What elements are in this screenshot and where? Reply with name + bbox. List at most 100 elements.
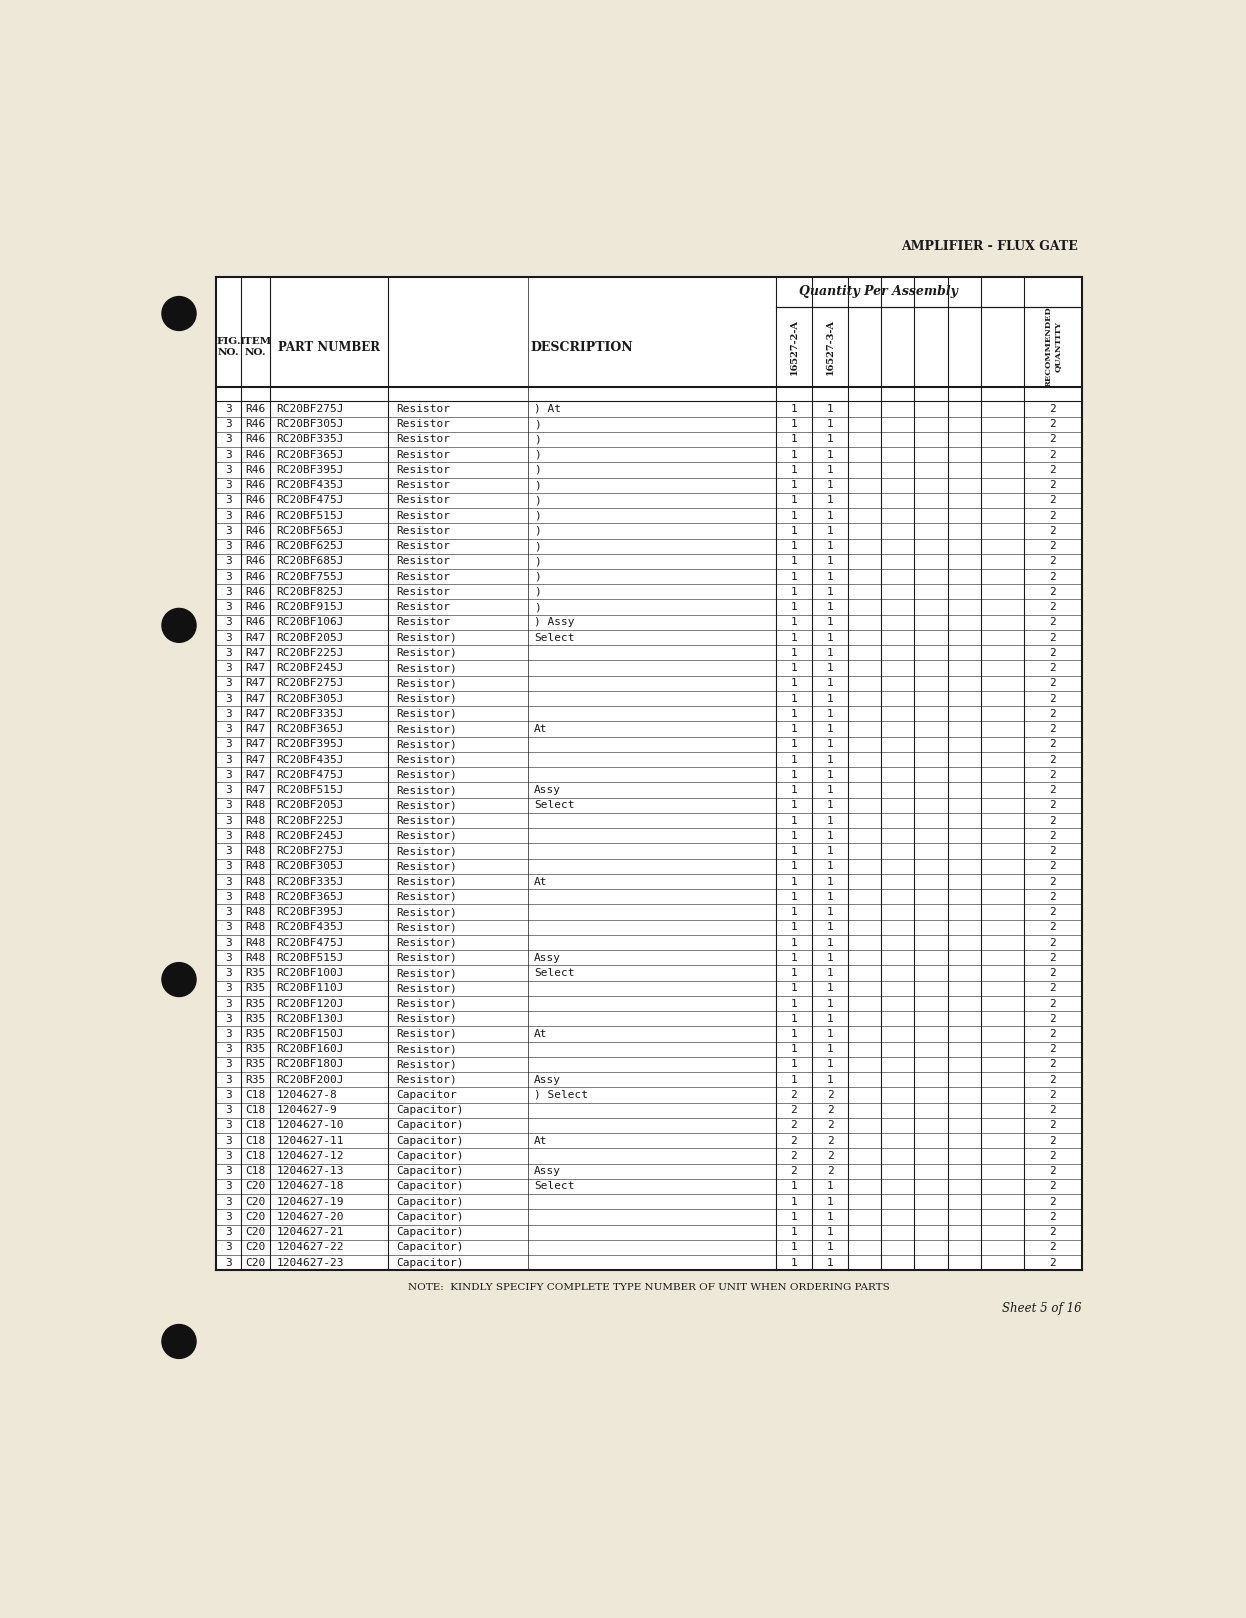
Text: 1: 1 — [826, 892, 834, 901]
Text: 3: 3 — [226, 984, 232, 993]
Text: 2: 2 — [1049, 419, 1057, 429]
Text: RC20BF395J: RC20BF395J — [277, 464, 344, 476]
Text: 3: 3 — [226, 908, 232, 917]
Text: RC20BF365J: RC20BF365J — [277, 450, 344, 460]
Text: 1: 1 — [791, 1029, 797, 1039]
Text: 2: 2 — [1049, 830, 1057, 841]
Text: 2: 2 — [1049, 602, 1057, 612]
Text: 1: 1 — [791, 1014, 797, 1024]
Text: 1: 1 — [826, 481, 834, 490]
Text: 1: 1 — [791, 892, 797, 901]
Text: 2: 2 — [1049, 1226, 1057, 1238]
Text: 2: 2 — [1049, 1121, 1057, 1131]
Text: RC20BF200J: RC20BF200J — [277, 1074, 344, 1084]
Text: Resistor): Resistor) — [396, 801, 457, 811]
Text: 3: 3 — [226, 1136, 232, 1146]
Text: 1: 1 — [791, 647, 797, 659]
Text: 2: 2 — [826, 1091, 834, 1100]
Text: 2: 2 — [1049, 587, 1057, 597]
Text: R47: R47 — [245, 633, 265, 642]
Text: 1204627-20: 1204627-20 — [277, 1212, 344, 1222]
Text: Resistor): Resistor) — [396, 1029, 457, 1039]
Text: 1: 1 — [826, 754, 834, 765]
Text: ): ) — [535, 419, 541, 429]
Text: 1204627-18: 1204627-18 — [277, 1181, 344, 1191]
Text: R46: R46 — [245, 540, 265, 552]
Text: 3: 3 — [226, 1150, 232, 1162]
Text: 1: 1 — [791, 434, 797, 445]
Text: 3: 3 — [226, 678, 232, 688]
Text: Resistor): Resistor) — [396, 754, 457, 765]
Text: R47: R47 — [245, 678, 265, 688]
Text: 3: 3 — [226, 1212, 232, 1222]
Text: 2: 2 — [1049, 877, 1057, 887]
Text: RC20BF130J: RC20BF130J — [277, 1014, 344, 1024]
Text: 1: 1 — [791, 754, 797, 765]
Text: 3: 3 — [226, 1105, 232, 1115]
Text: RC20BF515J: RC20BF515J — [277, 953, 344, 963]
Text: R48: R48 — [245, 892, 265, 901]
Text: Resistor): Resistor) — [396, 725, 457, 735]
Text: 3: 3 — [226, 877, 232, 887]
Text: 2: 2 — [1049, 1257, 1057, 1267]
Text: 2: 2 — [1049, 464, 1057, 476]
Text: 3: 3 — [226, 1074, 232, 1084]
Text: 2: 2 — [1049, 937, 1057, 948]
Text: ): ) — [535, 450, 541, 460]
Text: R35: R35 — [245, 1044, 265, 1055]
Text: RC20BF515J: RC20BF515J — [277, 511, 344, 521]
Text: 1: 1 — [791, 1212, 797, 1222]
Text: 1: 1 — [791, 464, 797, 476]
Text: 1: 1 — [826, 419, 834, 429]
Text: RC20BF335J: RC20BF335J — [277, 877, 344, 887]
Text: 1: 1 — [826, 526, 834, 536]
Text: ITEM
NO.: ITEM NO. — [239, 337, 272, 356]
Text: Resistor: Resistor — [396, 495, 450, 505]
Text: 1: 1 — [826, 1197, 834, 1207]
Text: RC20BF435J: RC20BF435J — [277, 481, 344, 490]
Text: 3: 3 — [226, 540, 232, 552]
Text: 2: 2 — [791, 1150, 797, 1162]
Text: Capacitor): Capacitor) — [396, 1257, 464, 1267]
Text: 3: 3 — [226, 801, 232, 811]
Text: RC20BF365J: RC20BF365J — [277, 892, 344, 901]
Text: Resistor): Resistor) — [396, 877, 457, 887]
Text: 1: 1 — [826, 557, 834, 566]
Text: Resistor: Resistor — [396, 571, 450, 581]
Text: ): ) — [535, 495, 541, 505]
Text: 2: 2 — [791, 1167, 797, 1176]
Text: 3: 3 — [226, 892, 232, 901]
Text: R47: R47 — [245, 770, 265, 780]
Text: C20: C20 — [245, 1243, 265, 1252]
Text: R46: R46 — [245, 618, 265, 628]
Text: 2: 2 — [1049, 922, 1057, 932]
Text: RC20BF475J: RC20BF475J — [277, 770, 344, 780]
Text: Resistor): Resistor) — [396, 709, 457, 718]
Text: 3: 3 — [226, 511, 232, 521]
Text: 1: 1 — [791, 1181, 797, 1191]
Text: Capacitor: Capacitor — [396, 1091, 457, 1100]
Text: 1: 1 — [826, 725, 834, 735]
Text: 1: 1 — [826, 587, 834, 597]
Text: Select: Select — [535, 633, 574, 642]
Text: 2: 2 — [1049, 709, 1057, 718]
Text: Resistor): Resistor) — [396, 908, 457, 917]
Text: Resistor): Resistor) — [396, 1060, 457, 1069]
Text: RC20BF305J: RC20BF305J — [277, 419, 344, 429]
Text: Capacitor): Capacitor) — [396, 1197, 464, 1207]
Text: 2: 2 — [826, 1150, 834, 1162]
Text: R35: R35 — [245, 968, 265, 977]
Text: 2: 2 — [791, 1105, 797, 1115]
Text: 2: 2 — [1049, 404, 1057, 414]
Text: 1: 1 — [826, 815, 834, 825]
Text: R48: R48 — [245, 953, 265, 963]
Text: 2: 2 — [1049, 481, 1057, 490]
Text: 1: 1 — [826, 1060, 834, 1069]
Text: 1: 1 — [791, 861, 797, 872]
Text: 3: 3 — [226, 495, 232, 505]
Text: R48: R48 — [245, 908, 265, 917]
Text: R46: R46 — [245, 450, 265, 460]
Text: R46: R46 — [245, 557, 265, 566]
Text: 1: 1 — [826, 908, 834, 917]
Text: Resistor: Resistor — [396, 464, 450, 476]
